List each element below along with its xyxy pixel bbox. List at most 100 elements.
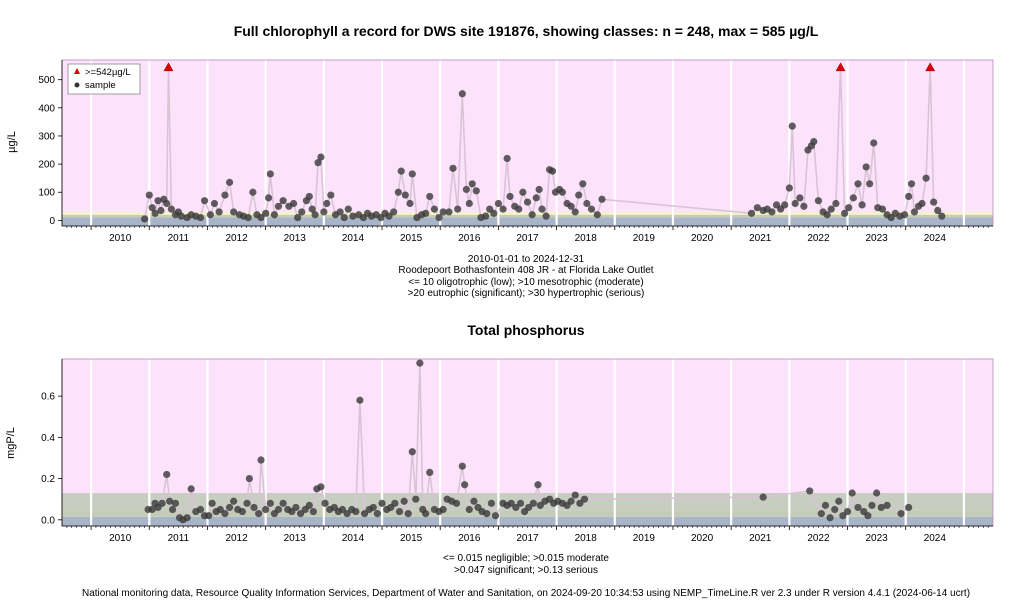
chl-data-point	[593, 211, 601, 219]
chl-class-band	[62, 214, 993, 218]
chl-data-point	[796, 194, 804, 202]
chl-data-point	[583, 199, 591, 208]
chl-data-point	[542, 212, 550, 220]
chl-data-point	[841, 209, 849, 217]
caption-tp-classes-1: <= 0.015 negligible; >0.015 moderate	[443, 553, 609, 564]
chl-data-point	[791, 199, 799, 208]
tp-data-point	[305, 501, 313, 509]
chl-clipped-point	[163, 62, 174, 72]
chl-data-point	[528, 211, 536, 219]
tp-data-point	[525, 503, 533, 512]
chl-data-point	[317, 153, 325, 161]
tp-x-tick-label: 2015	[400, 533, 423, 544]
legend-circle-marker	[74, 82, 80, 88]
chl-data-point	[406, 199, 414, 208]
chl-data-point	[148, 204, 156, 212]
chl-y-tick-label: 300	[38, 131, 55, 142]
tp-data-point	[877, 503, 885, 512]
tp-data-point	[534, 481, 542, 489]
tp-data-point	[216, 505, 224, 514]
tp-x-tick-label: 2021	[749, 533, 772, 544]
chl-data-point	[462, 185, 471, 194]
caption-date-range: 2010-01-01 to 2024-12-31	[468, 254, 585, 265]
tp-data-point	[470, 497, 478, 505]
chl-data-point	[814, 197, 823, 205]
tp-x-tick-label: 2013	[284, 533, 307, 544]
chl-data-point	[327, 191, 335, 199]
chl-data-point	[206, 211, 214, 219]
chl-data-point	[515, 205, 523, 213]
tp-data-point	[338, 505, 347, 514]
tp-x-tick-label: 2011	[168, 533, 190, 544]
chl-data-point	[575, 191, 583, 199]
tp-data-point	[848, 489, 856, 497]
tp-data-point	[373, 510, 381, 518]
chl-data-point	[323, 199, 331, 208]
tp-data-point	[483, 510, 491, 518]
chl-x-tick-label: 2017	[516, 233, 539, 244]
tp-data-point	[897, 510, 905, 518]
chl-x-tick-label: 2012	[225, 233, 248, 244]
tp-data-point	[864, 512, 872, 520]
chl-data-point	[257, 213, 265, 222]
chl-data-point	[336, 208, 344, 216]
phosphorus-y-axis-label: mgP/L	[5, 427, 17, 459]
chl-data-point	[225, 178, 234, 186]
chl-data-point	[900, 211, 909, 219]
chl-data-point	[422, 209, 430, 217]
chl-data-point	[430, 205, 438, 213]
chl-x-tick-label: 2014	[342, 233, 365, 244]
chl-y-tick-label: 0	[49, 216, 55, 227]
chl-data-point	[465, 199, 473, 208]
chl-x-tick-label: 2023	[866, 233, 889, 244]
tp-data-point	[806, 487, 814, 495]
tp-data-point	[821, 501, 830, 509]
chl-data-point	[832, 199, 840, 208]
tp-data-point	[309, 507, 317, 516]
caption-chl-classes-1: <= 10 oligotrophic (low); >10 mesotrophi…	[408, 277, 643, 288]
tp-data-point	[171, 499, 180, 507]
chl-data-point	[866, 180, 874, 188]
tp-y-tick-label: 0.0	[41, 515, 55, 526]
tp-data-point	[266, 499, 274, 507]
chl-data-point	[394, 188, 402, 196]
tp-data-point	[507, 499, 515, 507]
chl-x-tick-label: 2018	[575, 233, 598, 244]
chl-data-point	[523, 198, 532, 206]
chl-x-tick-label: 2013	[284, 233, 307, 244]
chl-class-band	[62, 60, 993, 212]
tp-data-point	[205, 512, 213, 520]
tp-data-point	[487, 499, 496, 507]
tp-data-point	[274, 505, 283, 514]
tp-data-point	[163, 470, 171, 479]
chl-data-point	[449, 164, 457, 172]
tp-data-point	[238, 507, 246, 516]
tp-data-point	[158, 499, 166, 507]
chl-data-point	[344, 205, 352, 213]
tp-data-point	[352, 507, 360, 516]
chl-data-point	[266, 170, 274, 178]
tp-y-tick-label: 0.6	[41, 392, 55, 403]
tp-data-point	[166, 497, 174, 505]
tp-data-point	[426, 468, 434, 476]
tp-data-point	[831, 505, 839, 514]
chl-x-tick-label: 2022	[807, 233, 830, 244]
chl-data-point	[587, 205, 596, 213]
chl-data-point	[311, 211, 319, 219]
chl-data-point	[482, 212, 490, 220]
caption-site-name: Roodepoort Bothasfontein 408 JR - at Flo…	[398, 265, 653, 276]
tp-data-point	[416, 359, 424, 367]
tp-data-point	[839, 512, 847, 520]
tp-y-tick-label: 0.2	[41, 474, 55, 485]
footer-credits: National monitoring data, Resource Quali…	[82, 588, 970, 599]
tp-data-point	[225, 503, 234, 512]
legend-label-clipped: >=542µg/L	[85, 67, 131, 78]
tp-data-point	[835, 497, 843, 505]
tp-data-point	[360, 510, 369, 518]
chl-data-point	[938, 212, 946, 220]
chl-data-point	[788, 122, 796, 130]
chl-data-point	[141, 215, 149, 223]
chl-x-tick-label: 2016	[458, 233, 481, 244]
chl-x-tick-label: 2021	[749, 233, 772, 244]
